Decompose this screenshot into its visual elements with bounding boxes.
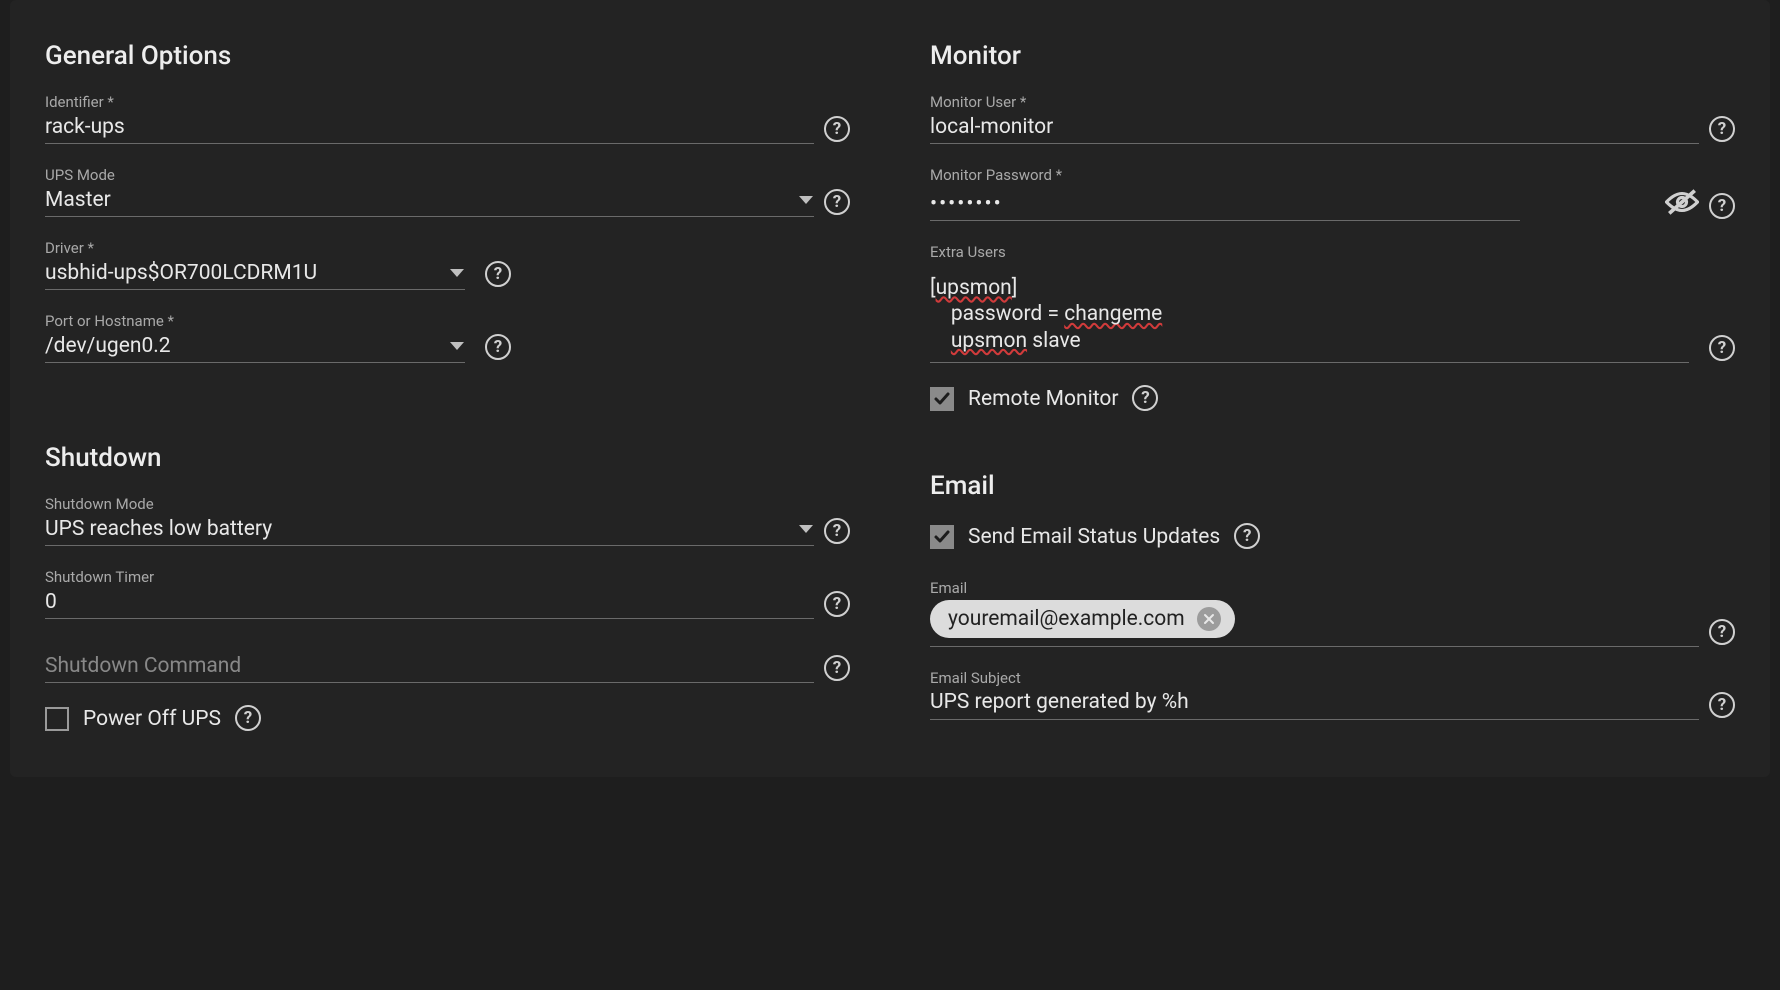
help-icon[interactable]: ? bbox=[1132, 385, 1158, 411]
email-subject-field: Email Subject ? bbox=[930, 669, 1735, 720]
email-chip: youremail@example.com bbox=[930, 600, 1235, 638]
shutdown-timer-input[interactable] bbox=[45, 590, 814, 614]
send-email-updates-row: Send Email Status Updates ? bbox=[930, 523, 1735, 551]
email-subject-input[interactable] bbox=[930, 690, 1699, 714]
help-icon[interactable]: ? bbox=[1709, 116, 1735, 142]
help-icon[interactable]: ? bbox=[824, 655, 850, 681]
poweroff-ups-label: Power Off UPS bbox=[83, 707, 221, 731]
monitor-heading: Monitor bbox=[930, 41, 1735, 71]
shutdown-command-field: ? bbox=[45, 653, 850, 683]
chevron-down-icon bbox=[798, 519, 814, 538]
port-field: Port or Hostname * /dev/ugen0.2 ? bbox=[45, 312, 850, 363]
help-icon[interactable]: ? bbox=[1709, 335, 1735, 361]
help-icon[interactable]: ? bbox=[1709, 193, 1735, 219]
shutdown-mode-field: Shutdown Mode UPS reaches low battery ? bbox=[45, 495, 850, 546]
help-icon[interactable]: ? bbox=[824, 116, 850, 142]
shutdown-heading: Shutdown bbox=[45, 443, 850, 473]
chevron-down-icon bbox=[449, 336, 465, 355]
remote-monitor-checkbox[interactable] bbox=[930, 387, 954, 411]
monitor-user-field: Monitor User * ? bbox=[930, 93, 1735, 144]
monitor-user-label: Monitor User * bbox=[930, 93, 1735, 111]
right-column: Monitor Monitor User * ? Monitor Passwor… bbox=[905, 16, 1760, 767]
help-icon[interactable]: ? bbox=[824, 189, 850, 215]
driver-combobox[interactable]: usbhid-ups$OR700LCDRM1U bbox=[45, 260, 465, 290]
extra-users-label: Extra Users bbox=[930, 243, 1735, 261]
poweroff-ups-checkbox[interactable] bbox=[45, 707, 69, 731]
send-email-updates-checkbox[interactable] bbox=[930, 525, 954, 549]
help-icon[interactable]: ? bbox=[1234, 523, 1260, 549]
remote-monitor-row: Remote Monitor ? bbox=[930, 385, 1735, 413]
remote-monitor-label: Remote Monitor bbox=[968, 387, 1118, 411]
driver-field: Driver * usbhid-ups$OR700LCDRM1U ? bbox=[45, 239, 850, 290]
chevron-down-icon bbox=[449, 263, 465, 282]
columns: General Options Identifier * ? UPS Mode … bbox=[20, 16, 1760, 767]
email-address-label: Email bbox=[930, 579, 1735, 597]
identifier-label: Identifier * bbox=[45, 93, 850, 111]
monitor-password-field: Monitor Password * ? bbox=[930, 166, 1735, 221]
ups-mode-label: UPS Mode bbox=[45, 166, 850, 184]
ups-mode-select[interactable]: Master bbox=[45, 187, 814, 217]
email-chip-text: youremail@example.com bbox=[948, 607, 1185, 631]
ups-mode-field: UPS Mode Master ? bbox=[45, 166, 850, 217]
identifier-input[interactable] bbox=[45, 115, 814, 139]
identifier-field: Identifier * ? bbox=[45, 93, 850, 144]
help-icon[interactable]: ? bbox=[1709, 619, 1735, 645]
ups-service-form: General Options Identifier * ? UPS Mode … bbox=[10, 0, 1770, 777]
help-icon[interactable]: ? bbox=[824, 591, 850, 617]
ups-mode-value: Master bbox=[45, 188, 790, 212]
port-label: Port or Hostname * bbox=[45, 312, 850, 330]
left-column: General Options Identifier * ? UPS Mode … bbox=[20, 16, 875, 767]
port-combobox[interactable]: /dev/ugen0.2 bbox=[45, 333, 465, 363]
shutdown-timer-label: Shutdown Timer bbox=[45, 568, 850, 586]
email-heading: Email bbox=[930, 471, 1735, 501]
chevron-down-icon bbox=[798, 190, 814, 209]
extra-users-textarea[interactable]: [upsmon] password = changeme upsmon slav… bbox=[930, 275, 1689, 354]
shutdown-timer-field: Shutdown Timer ? bbox=[45, 568, 850, 619]
monitor-password-input[interactable] bbox=[930, 192, 1520, 216]
help-icon[interactable]: ? bbox=[1709, 692, 1735, 718]
help-icon[interactable]: ? bbox=[235, 705, 261, 731]
close-icon[interactable] bbox=[1197, 607, 1221, 631]
shutdown-command-input[interactable] bbox=[45, 654, 814, 678]
driver-value: usbhid-ups$OR700LCDRM1U bbox=[45, 261, 441, 285]
help-icon[interactable]: ? bbox=[485, 261, 511, 287]
help-icon[interactable]: ? bbox=[824, 518, 850, 544]
send-email-updates-label: Send Email Status Updates bbox=[968, 525, 1220, 549]
help-icon[interactable]: ? bbox=[485, 334, 511, 360]
shutdown-mode-value: UPS reaches low battery bbox=[45, 517, 790, 541]
extra-users-field: Extra Users [upsmon] password = changeme… bbox=[930, 243, 1735, 363]
visibility-off-icon[interactable] bbox=[1665, 187, 1699, 221]
general-options-heading: General Options bbox=[45, 41, 850, 71]
port-value: /dev/ugen0.2 bbox=[45, 334, 441, 358]
shutdown-mode-label: Shutdown Mode bbox=[45, 495, 850, 513]
driver-label: Driver * bbox=[45, 239, 850, 257]
email-subject-label: Email Subject bbox=[930, 669, 1735, 687]
shutdown-mode-select[interactable]: UPS reaches low battery bbox=[45, 516, 814, 546]
email-address-field: Email youremail@example.com ? bbox=[930, 579, 1735, 647]
poweroff-ups-row: Power Off UPS ? bbox=[45, 705, 850, 733]
monitor-user-input[interactable] bbox=[930, 115, 1699, 139]
monitor-password-label: Monitor Password * bbox=[930, 166, 1735, 184]
